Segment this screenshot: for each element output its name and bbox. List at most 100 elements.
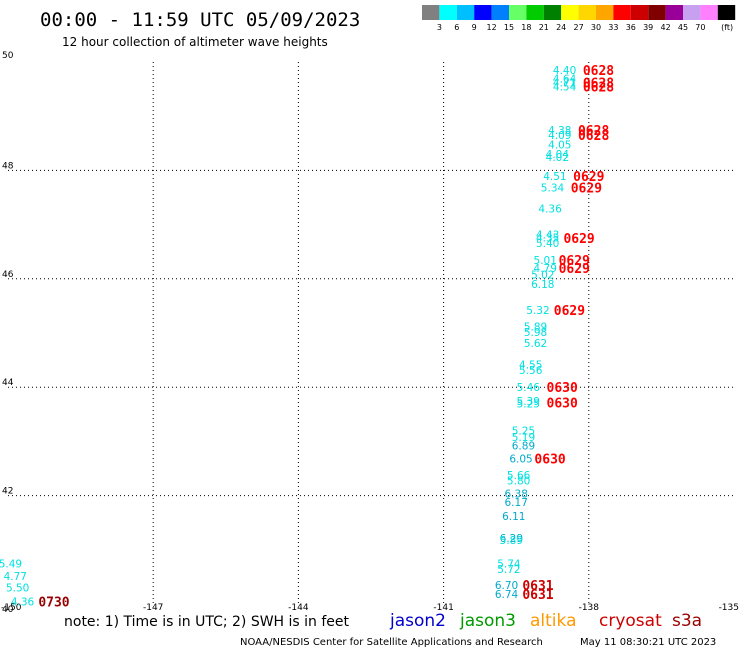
time-label: 0730 (38, 595, 69, 610)
legend-swatch (630, 5, 649, 20)
swh-point: 5.32 (526, 305, 549, 317)
swh-point: 4.55 (519, 359, 542, 371)
swh-point: 6.70 (495, 580, 518, 592)
legend-swatch (509, 5, 527, 20)
legend-unit: (ft) (721, 23, 733, 32)
swh-point: 6.11 (502, 511, 525, 523)
legend-label: 27 (574, 23, 584, 32)
x-tick-label: -141 (433, 603, 453, 613)
legend-label: 15 (504, 23, 514, 32)
legend-swatch (578, 5, 596, 20)
swh-point: 4.79 (534, 263, 557, 275)
legend-label: 24 (556, 23, 566, 32)
x-tick-label: -135 (719, 603, 739, 613)
x-tick-label: -150 (1, 603, 22, 613)
legend-label: 33 (608, 23, 618, 32)
swh-point: 4.40 (553, 65, 576, 77)
x-tick-label: -147 (143, 603, 163, 613)
footer-note: note: 1) Time is in UTC; 2) SWH is in fe… (64, 614, 350, 630)
x-tick-label: -138 (579, 603, 600, 613)
y-tick-label: 46 (2, 270, 14, 280)
swh-point: 6.89 (512, 441, 535, 453)
legend-swatch (439, 5, 457, 20)
legend-label: 70 (695, 23, 705, 32)
time-label: 0631 (522, 588, 553, 603)
swh-point: 4.04 (546, 149, 570, 161)
legend-label: 12 (487, 23, 497, 32)
time-label: 0628 (583, 80, 614, 95)
time-label: 0630 (547, 396, 578, 411)
swh-point: 5.89 (524, 321, 547, 333)
legend-swatch (683, 5, 701, 20)
swh-point: 5.66 (507, 470, 531, 482)
swh-point: 6.74 (495, 589, 519, 601)
swh-point: 6.18 (531, 279, 554, 291)
satellite-jason3: jason3 (459, 611, 516, 631)
swh-point: 6.17 (505, 497, 528, 509)
swh-point: 4.35 (536, 233, 559, 245)
legend-swatch (491, 5, 509, 20)
time-label: 0629 (554, 304, 585, 319)
legend-label: 18 (521, 23, 531, 32)
swh-point: 4.51 (543, 171, 566, 183)
legend-swatch (474, 5, 492, 20)
time-label: 0628 (583, 77, 614, 92)
swh-point: 6.05 (509, 454, 532, 466)
y-axis-ticks: 40 42 44 46 48 50 (2, 51, 14, 615)
x-tick-label: -144 (288, 603, 309, 613)
legend-label: 42 (661, 23, 671, 32)
swh-point: 5.46 (517, 382, 541, 394)
swh-point: 5.74 (497, 558, 521, 570)
swh-point: 5.01 (534, 255, 557, 267)
time-label: 0629 (573, 170, 604, 185)
y-tick-label: 42 (2, 487, 13, 497)
legend-swatch (717, 5, 736, 20)
legend-label: 36 (626, 23, 636, 32)
swh-point: 5.25 (512, 426, 535, 438)
swh-point: 5.02 (531, 269, 554, 281)
swh-point: 5.62 (524, 338, 547, 350)
swh-point: 5.50 (6, 583, 29, 595)
swh-points: 4.404.644.714.54 4.384.094.054.044.02 4.51… (0, 65, 577, 608)
swh-point: 5.49 (0, 558, 22, 570)
legend-swatch (526, 5, 544, 20)
y-tick-label: 44 (2, 378, 14, 388)
swh-point: 5.56 (519, 365, 543, 377)
time-label: 0630 (547, 381, 578, 396)
y-tick-label: 50 (2, 51, 14, 61)
satellite-altika: altika (530, 611, 577, 631)
satellite-jason2: jason2 (389, 611, 446, 631)
x-axis-ticks: -150 -147 -144 -141 -138 -135 (1, 603, 739, 613)
time-label: 0629 (563, 232, 594, 247)
legend-label: 39 (643, 23, 653, 32)
swh-point: 5.34 (541, 183, 565, 195)
swh-point: 4.43 (536, 229, 559, 241)
swh-point: 4.54 (553, 81, 577, 93)
legend-swatch (456, 5, 475, 20)
time-label: 0629 (571, 182, 602, 197)
legend-swatch (422, 5, 440, 20)
legend-swatch (596, 5, 614, 20)
swh-point: 4.36 (11, 596, 35, 608)
satellite-cryosat: cryosat (599, 611, 662, 631)
legend-label: 3 (437, 23, 442, 32)
satellite-legend: jason2 jason3 altika cryosat s3a (389, 611, 702, 631)
credit-text: NOAA/NESDIS Center for Satellite Applica… (240, 637, 543, 648)
legend-swatch (543, 5, 562, 20)
swh-point: 6.38 (505, 488, 528, 500)
legend-swatch (613, 5, 631, 20)
swh-point: 5.19 (512, 432, 535, 444)
page-title: 00:00 - 11:59 UTC 05/09/2023 (40, 9, 360, 31)
swh-point: 6.29 (500, 533, 523, 545)
legend-swatch (648, 5, 666, 20)
time-label: 0630 (534, 453, 565, 468)
legend-swatch (700, 5, 718, 20)
time-label: 0628 (578, 129, 609, 144)
legend-label: 6 (454, 23, 459, 32)
legend-swatch (561, 5, 579, 20)
swh-point: 5.39 (517, 396, 540, 408)
legend-label: 45 (678, 23, 688, 32)
swh-point: 5.25 (517, 398, 540, 410)
swh-point: 4.02 (546, 152, 569, 164)
swh-point: 4.36 (538, 203, 562, 215)
